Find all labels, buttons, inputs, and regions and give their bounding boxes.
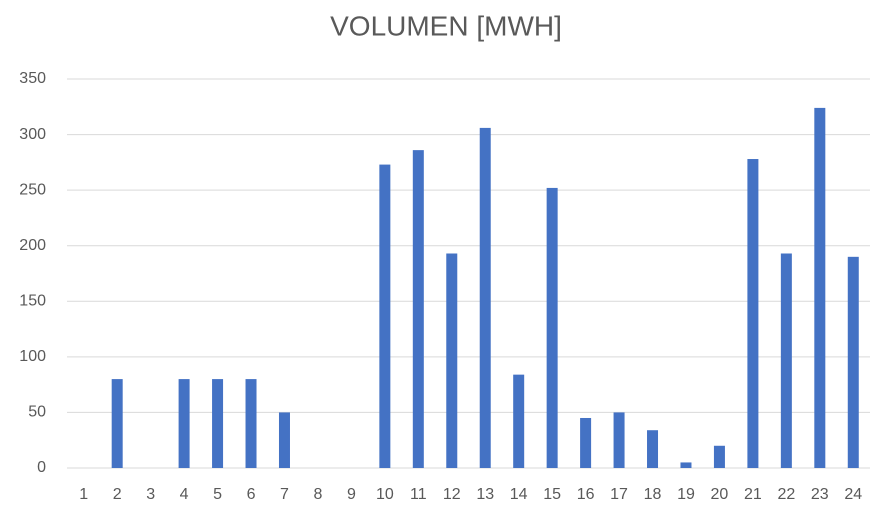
x-tick-label: 22: [777, 486, 795, 503]
bar: [713, 445, 725, 468]
x-tick-label: 19: [677, 486, 695, 503]
x-tick-label: 4: [180, 486, 189, 503]
x-tick-label: 14: [510, 486, 528, 503]
x-tick-label: 13: [476, 486, 494, 503]
bar: [212, 379, 224, 468]
bar: [580, 417, 592, 468]
x-tick-label: 10: [376, 486, 394, 503]
bar: [780, 253, 792, 468]
x-tick-label: 6: [247, 486, 256, 503]
bar: [847, 256, 859, 468]
bar: [178, 379, 190, 468]
y-tick-label: 250: [19, 181, 46, 198]
y-tick-label: 200: [19, 237, 46, 254]
x-tick-label: 3: [146, 486, 155, 503]
bar: [747, 159, 759, 468]
bar: [680, 462, 692, 468]
x-tick-label: 12: [443, 486, 461, 503]
bar: [278, 412, 290, 468]
y-tick-label: 300: [19, 126, 46, 143]
y-tick-label: 350: [19, 70, 46, 87]
x-tick-label: 7: [280, 486, 289, 503]
x-tick-label: 5: [213, 486, 222, 503]
bar: [613, 412, 625, 468]
x-tick-label: 16: [577, 486, 595, 503]
x-tick-label: 8: [313, 486, 322, 503]
x-tick-label: 24: [844, 486, 862, 503]
x-tick-label: 11: [410, 486, 427, 503]
bar: [513, 374, 525, 468]
y-tick-label: 50: [28, 404, 46, 421]
bar: [647, 430, 659, 468]
bar: [245, 379, 257, 468]
chart-title: VOLUMEN [MWH]: [330, 10, 562, 41]
bar: [379, 164, 391, 468]
bar: [546, 187, 558, 469]
x-tick-label: 2: [113, 486, 122, 503]
y-tick-label: 100: [19, 348, 46, 365]
x-tick-label: 17: [610, 486, 628, 503]
bar: [814, 107, 826, 468]
y-tick-label: 150: [19, 293, 46, 310]
x-tick-label: 9: [347, 486, 356, 503]
x-tick-label: 15: [543, 486, 561, 503]
x-tick-label: 20: [711, 486, 729, 503]
bar: [479, 127, 491, 468]
bar: [111, 379, 123, 468]
y-tick-label: 0: [37, 459, 46, 476]
x-tick-label: 23: [811, 486, 829, 503]
x-tick-label: 21: [744, 486, 762, 503]
bar: [446, 253, 458, 468]
x-tick-label: 18: [644, 486, 662, 503]
bar: [412, 150, 424, 469]
x-tick-label: 1: [79, 486, 88, 503]
